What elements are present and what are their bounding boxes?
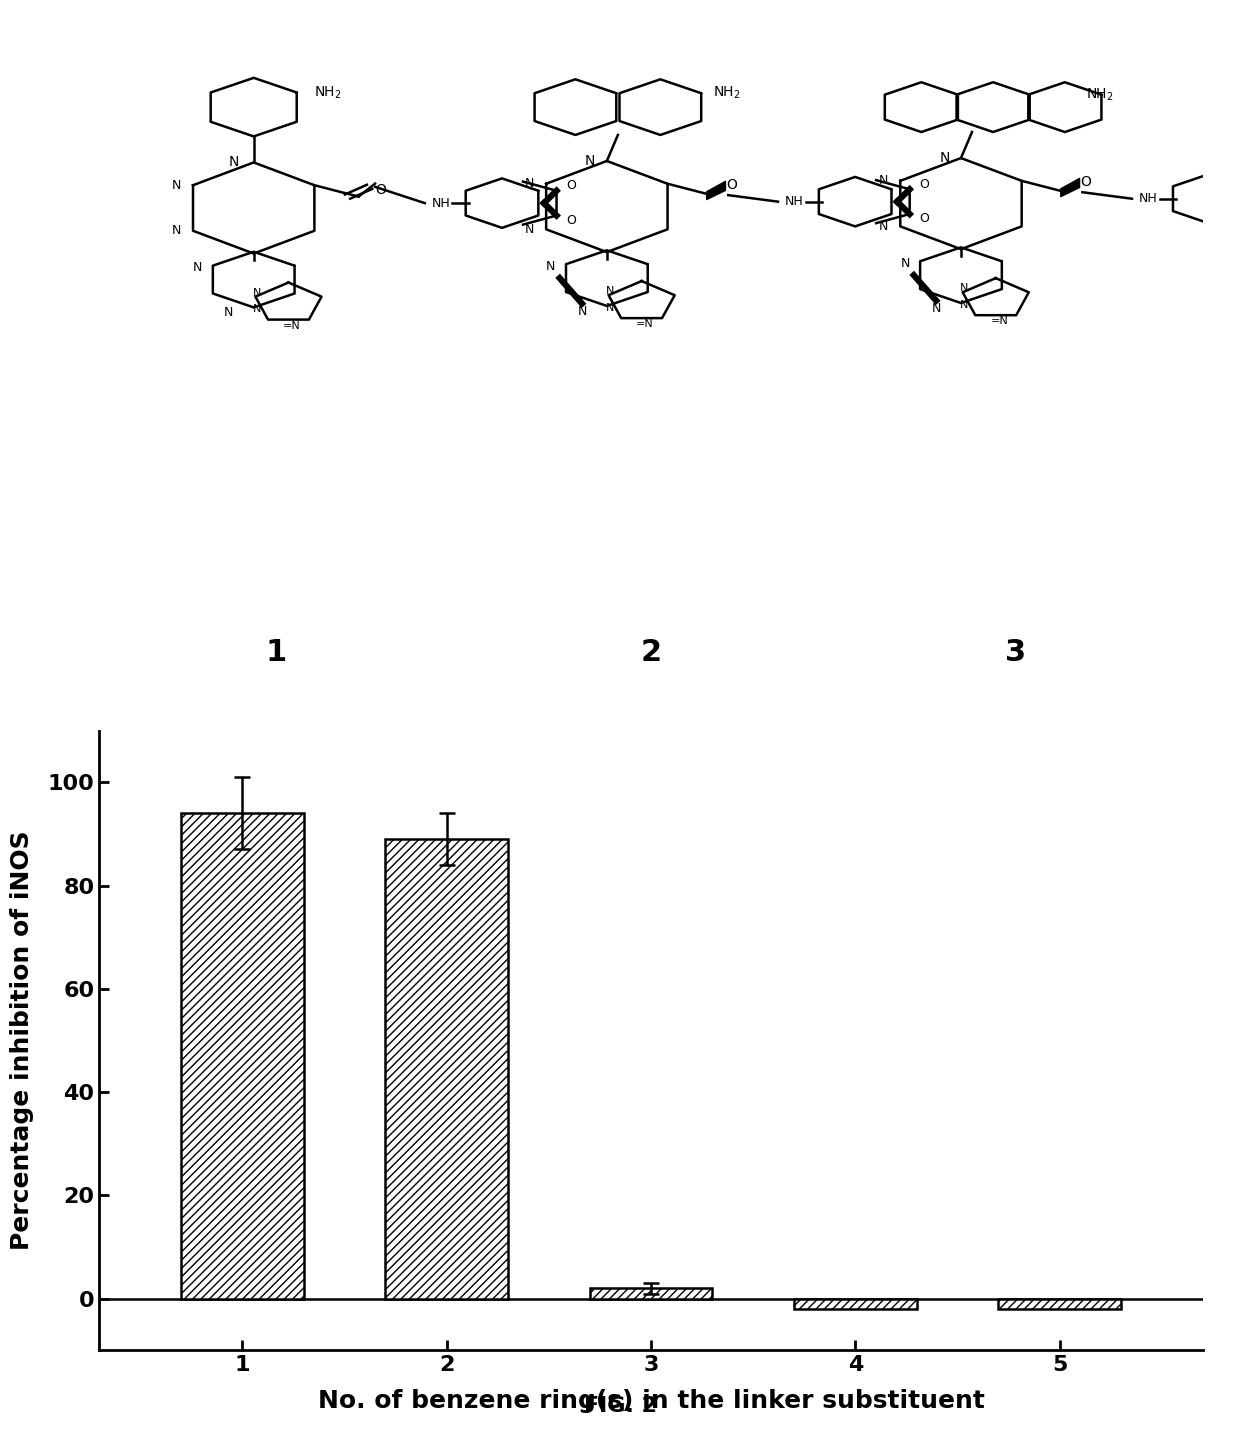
Text: N: N	[546, 260, 556, 273]
Text: 2: 2	[640, 637, 662, 666]
Text: NH$_2$: NH$_2$	[315, 84, 342, 100]
Text: =N: =N	[636, 319, 653, 330]
Bar	[386, 839, 508, 1298]
Text: N: N	[606, 302, 615, 312]
Text: N: N	[939, 151, 950, 166]
Text: N: N	[172, 179, 181, 192]
Text: N: N	[525, 177, 534, 190]
Text: N: N	[960, 299, 968, 309]
Text: 3: 3	[1004, 637, 1025, 666]
Text: O: O	[567, 179, 577, 192]
Text: NH: NH	[1140, 192, 1158, 205]
Text: NH: NH	[785, 195, 804, 208]
Text: N: N	[253, 303, 262, 314]
Text: N: N	[525, 222, 534, 235]
Bar	[181, 813, 304, 1298]
Text: N: N	[585, 154, 595, 168]
Text: O: O	[376, 183, 386, 197]
Text: N: N	[900, 257, 910, 270]
Text: N: N	[172, 224, 181, 237]
Text: FIG. 2: FIG. 2	[584, 1395, 656, 1416]
Text: =N: =N	[991, 317, 1008, 327]
Text: NH$_2$: NH$_2$	[1086, 87, 1114, 103]
Text: N: N	[578, 305, 587, 318]
Text: NH: NH	[432, 196, 450, 209]
Text: =N: =N	[283, 321, 301, 331]
Text: N: N	[228, 155, 239, 170]
Y-axis label: Percentage inhibition of iNOS: Percentage inhibition of iNOS	[10, 831, 33, 1250]
Text: O: O	[919, 177, 929, 190]
Text: N: N	[879, 174, 888, 187]
Bar	[590, 1288, 712, 1298]
Text: N: N	[960, 283, 968, 293]
Text: O: O	[567, 213, 577, 227]
Text: O: O	[919, 212, 929, 225]
Text: N: N	[931, 302, 941, 315]
Text: O: O	[1080, 176, 1091, 189]
X-axis label: No. of benzene ring(s) in the linker substituent: No. of benzene ring(s) in the linker sub…	[317, 1390, 985, 1413]
Text: N: N	[253, 287, 262, 298]
Text: N: N	[606, 286, 615, 296]
Text: 1: 1	[265, 637, 286, 666]
Bar	[794, 1298, 916, 1310]
Text: N: N	[879, 219, 888, 232]
Text: NH$_2$: NH$_2$	[713, 86, 740, 102]
Text: N: N	[193, 261, 202, 274]
Bar	[998, 1298, 1121, 1310]
Text: O: O	[727, 179, 737, 192]
Text: N: N	[224, 306, 233, 319]
